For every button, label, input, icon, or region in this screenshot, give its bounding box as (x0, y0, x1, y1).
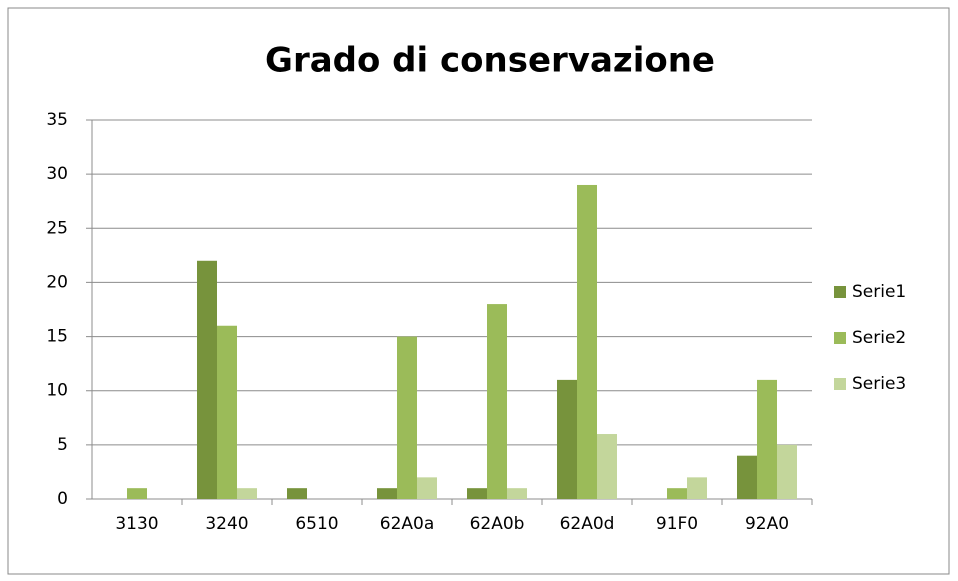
bar (197, 260, 217, 499)
bar (737, 455, 757, 499)
x-tick-label: 92A0 (745, 514, 789, 534)
legend-swatch (834, 286, 846, 298)
bar (127, 488, 147, 499)
x-tick-label: 62A0a (380, 514, 435, 534)
bar (377, 488, 397, 499)
bar (757, 379, 777, 499)
x-tick-label: 3240 (205, 514, 248, 534)
bar (557, 379, 577, 499)
bar (237, 488, 257, 499)
legend-swatch (834, 332, 846, 344)
bar (467, 488, 487, 499)
bar (667, 488, 687, 499)
y-tick-label: 5 (57, 435, 68, 455)
legend-swatch (834, 378, 846, 390)
bar (287, 488, 307, 499)
bar (687, 477, 707, 499)
x-tick-label: 62A0d (560, 514, 615, 534)
bar (507, 488, 527, 499)
x-tick-label: 62A0b (470, 514, 525, 534)
bar (597, 434, 617, 499)
legend-label: Serie3 (852, 374, 906, 394)
bar (777, 444, 797, 499)
legend-label: Serie2 (852, 328, 906, 348)
chart-title: Grado di conservazione (265, 41, 715, 81)
legend-label: Serie1 (852, 282, 906, 302)
y-tick-label: 0 (57, 489, 68, 509)
y-tick-label: 20 (46, 272, 68, 292)
bar (487, 304, 507, 499)
y-tick-label: 35 (46, 110, 68, 130)
y-tick-label: 30 (46, 164, 68, 184)
y-tick-label: 10 (46, 381, 68, 401)
x-tick-label: 91F0 (656, 514, 698, 534)
bar (217, 325, 237, 499)
x-tick-label: 6510 (295, 514, 338, 534)
y-tick-label: 25 (46, 218, 68, 238)
x-tick-label: 3130 (115, 514, 158, 534)
bar (397, 336, 417, 499)
y-tick-label: 15 (46, 327, 68, 347)
bar (417, 477, 437, 499)
bar (577, 184, 597, 499)
